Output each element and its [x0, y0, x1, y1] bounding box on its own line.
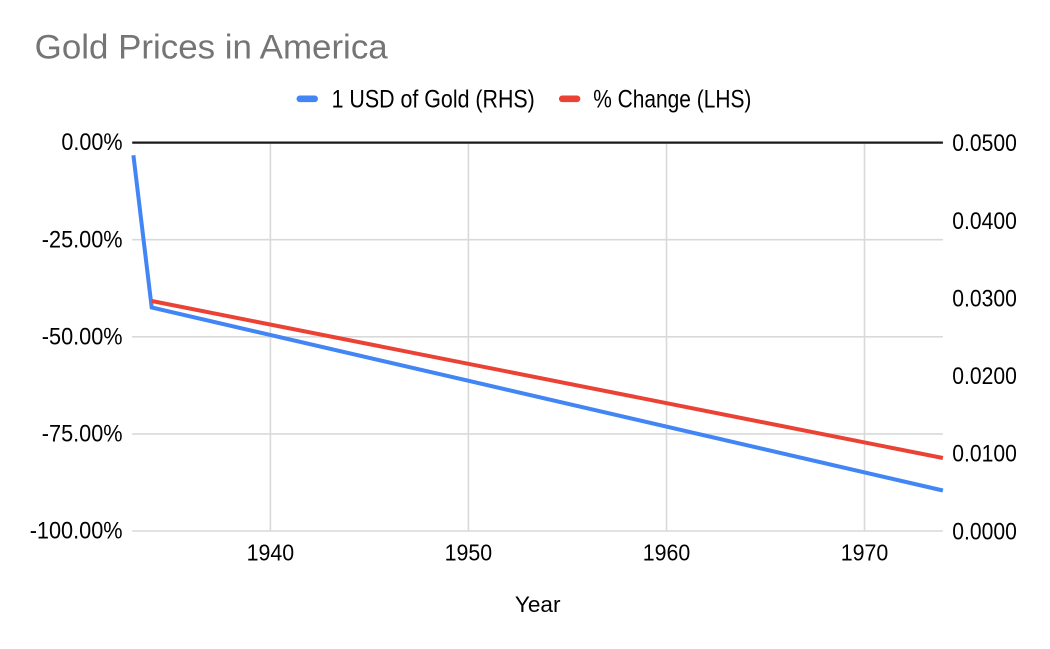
svg-text:1940: 1940 [247, 539, 295, 565]
svg-text:0.00%: 0.00% [61, 129, 122, 156]
svg-text:0.0400: 0.0400 [952, 208, 1017, 235]
svg-text:Gold Prices in America: Gold Prices in America [35, 29, 389, 67]
svg-text:1960: 1960 [643, 539, 691, 565]
svg-text:% Change (LHS): % Change (LHS) [593, 86, 751, 114]
svg-text:1970: 1970 [841, 539, 889, 565]
svg-text:Year: Year [515, 592, 561, 617]
svg-text:-75.00%: -75.00% [42, 421, 123, 448]
svg-text:0.0300: 0.0300 [952, 285, 1017, 312]
svg-text:1 USD of Gold (RHS): 1 USD of Gold (RHS) [332, 86, 535, 114]
svg-text:0.0200: 0.0200 [952, 363, 1017, 390]
svg-text:-25.00%: -25.00% [42, 226, 123, 253]
svg-text:0.0500: 0.0500 [952, 130, 1017, 157]
svg-text:-50.00%: -50.00% [42, 323, 123, 350]
svg-text:0.0100: 0.0100 [952, 441, 1017, 468]
svg-text:1950: 1950 [445, 539, 493, 565]
svg-text:0.0000: 0.0000 [952, 518, 1017, 545]
svg-text:-100.00%: -100.00% [30, 518, 123, 545]
